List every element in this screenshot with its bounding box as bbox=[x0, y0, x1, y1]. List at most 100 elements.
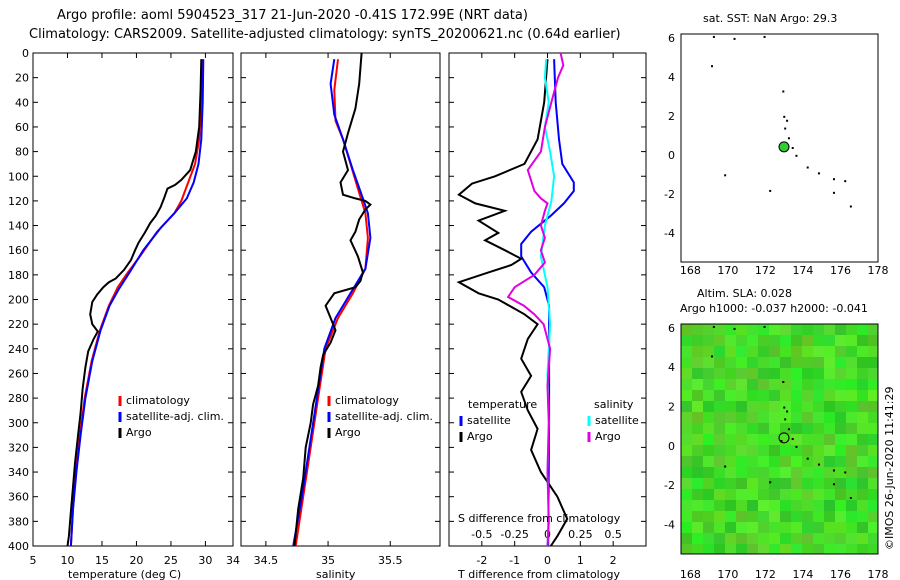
y-tick-label: 4 bbox=[668, 71, 675, 84]
sla-cell bbox=[692, 335, 703, 346]
sla-cell bbox=[868, 467, 878, 478]
sla-cell bbox=[824, 434, 835, 445]
sla-cell bbox=[736, 357, 747, 368]
sla-cell bbox=[692, 467, 703, 478]
sla-cell bbox=[725, 335, 736, 346]
argo-position-marker bbox=[778, 432, 790, 444]
sla-cell bbox=[736, 335, 747, 346]
sla-cell bbox=[813, 335, 824, 346]
sla-cell bbox=[769, 412, 780, 423]
sla-cell bbox=[835, 489, 846, 500]
sla-cell bbox=[725, 412, 736, 423]
y-tick-label: 180 bbox=[8, 269, 29, 282]
land-island bbox=[780, 439, 783, 442]
sla-cell bbox=[692, 478, 703, 489]
land-island bbox=[791, 438, 794, 441]
y-tick-label: 400 bbox=[8, 540, 29, 553]
sla-cell bbox=[857, 544, 868, 554]
sla-cell bbox=[813, 478, 824, 489]
sla-cell bbox=[725, 357, 736, 368]
x-tick-label: 25 bbox=[164, 554, 178, 567]
sla-cell bbox=[813, 500, 824, 511]
land-island bbox=[849, 496, 852, 499]
sla-cell bbox=[692, 434, 703, 445]
sla-cell bbox=[780, 456, 791, 467]
sla-cell bbox=[857, 324, 868, 335]
sla-cell bbox=[703, 533, 714, 544]
sla-cell bbox=[714, 500, 725, 511]
sla-cell bbox=[791, 456, 802, 467]
sla-cell bbox=[780, 390, 791, 401]
land-island bbox=[782, 381, 785, 384]
sla-cell bbox=[725, 522, 736, 533]
sla-cell bbox=[758, 346, 769, 357]
sla-cell bbox=[692, 346, 703, 357]
sla-cell bbox=[736, 368, 747, 379]
sla-cell bbox=[780, 401, 791, 412]
y-tick-label: 300 bbox=[8, 417, 29, 430]
sla-cell bbox=[736, 390, 747, 401]
sla-cell bbox=[747, 489, 758, 500]
y-tick-label: 120 bbox=[8, 195, 29, 208]
sla-cell bbox=[769, 434, 780, 445]
sla-cell bbox=[714, 511, 725, 522]
legend-label: Argo bbox=[126, 426, 152, 439]
x-tick-label: 5 bbox=[30, 554, 37, 567]
sla-cell bbox=[846, 412, 857, 423]
sla-cell bbox=[703, 412, 714, 423]
land-island bbox=[832, 469, 835, 472]
x-tick-label: 35 bbox=[321, 554, 335, 567]
y-tick-label: 2 bbox=[668, 401, 675, 414]
land-island bbox=[817, 172, 820, 175]
sla-cell bbox=[868, 390, 878, 401]
sla-cell bbox=[868, 522, 878, 533]
sla-cell bbox=[824, 522, 835, 533]
sla-cell bbox=[791, 423, 802, 434]
sla-cell bbox=[824, 533, 835, 544]
sla-cell bbox=[758, 368, 769, 379]
land-island bbox=[795, 445, 798, 448]
sla-cell bbox=[813, 423, 824, 434]
y-tick-label: 6 bbox=[668, 322, 675, 335]
sla-cell bbox=[703, 544, 714, 554]
sla-cell bbox=[736, 346, 747, 357]
sla-cell bbox=[747, 368, 758, 379]
sla-cell bbox=[857, 379, 868, 390]
sla-cell bbox=[802, 445, 813, 456]
sla-cell bbox=[857, 423, 868, 434]
sla-cell bbox=[780, 423, 791, 434]
sla-cell bbox=[681, 423, 692, 434]
land-island bbox=[786, 119, 789, 122]
y-tick-label: 60 bbox=[15, 121, 29, 134]
sla-cell bbox=[681, 357, 692, 368]
sla-cell bbox=[868, 368, 878, 379]
sla-cell bbox=[692, 401, 703, 412]
land-island bbox=[787, 428, 790, 431]
sla-cell bbox=[769, 544, 780, 554]
sla-cell bbox=[780, 467, 791, 478]
sla-cell bbox=[802, 489, 813, 500]
sla-cell bbox=[736, 544, 747, 554]
sla-cell bbox=[835, 357, 846, 368]
x-tick-label: 170 bbox=[717, 568, 738, 580]
sla-cell bbox=[813, 390, 824, 401]
x-tick-label: 176 bbox=[830, 568, 851, 580]
land-island bbox=[763, 35, 766, 38]
sla-cell bbox=[868, 500, 878, 511]
sla-cell bbox=[692, 489, 703, 500]
sla-cell bbox=[747, 335, 758, 346]
land-island bbox=[832, 191, 835, 194]
legend-label: satellite-adj. clim. bbox=[335, 410, 433, 423]
sst-map-title: sat. SST: NaN Argo: 29.3 bbox=[703, 12, 837, 25]
x2-tick-label: -0.25 bbox=[500, 528, 528, 541]
x-tick-label: -1 bbox=[509, 554, 520, 567]
land-island bbox=[817, 463, 820, 466]
y-tick-label: -4 bbox=[664, 519, 675, 532]
sla-cell bbox=[780, 357, 791, 368]
land-island bbox=[784, 127, 787, 130]
sla-cell bbox=[802, 412, 813, 423]
sla-cell bbox=[813, 368, 824, 379]
sla-cell bbox=[868, 445, 878, 456]
sla-cell bbox=[857, 511, 868, 522]
sla-cell bbox=[725, 511, 736, 522]
